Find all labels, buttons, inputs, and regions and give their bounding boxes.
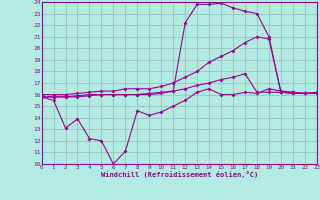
X-axis label: Windchill (Refroidissement éolien,°C): Windchill (Refroidissement éolien,°C)	[100, 171, 258, 178]
